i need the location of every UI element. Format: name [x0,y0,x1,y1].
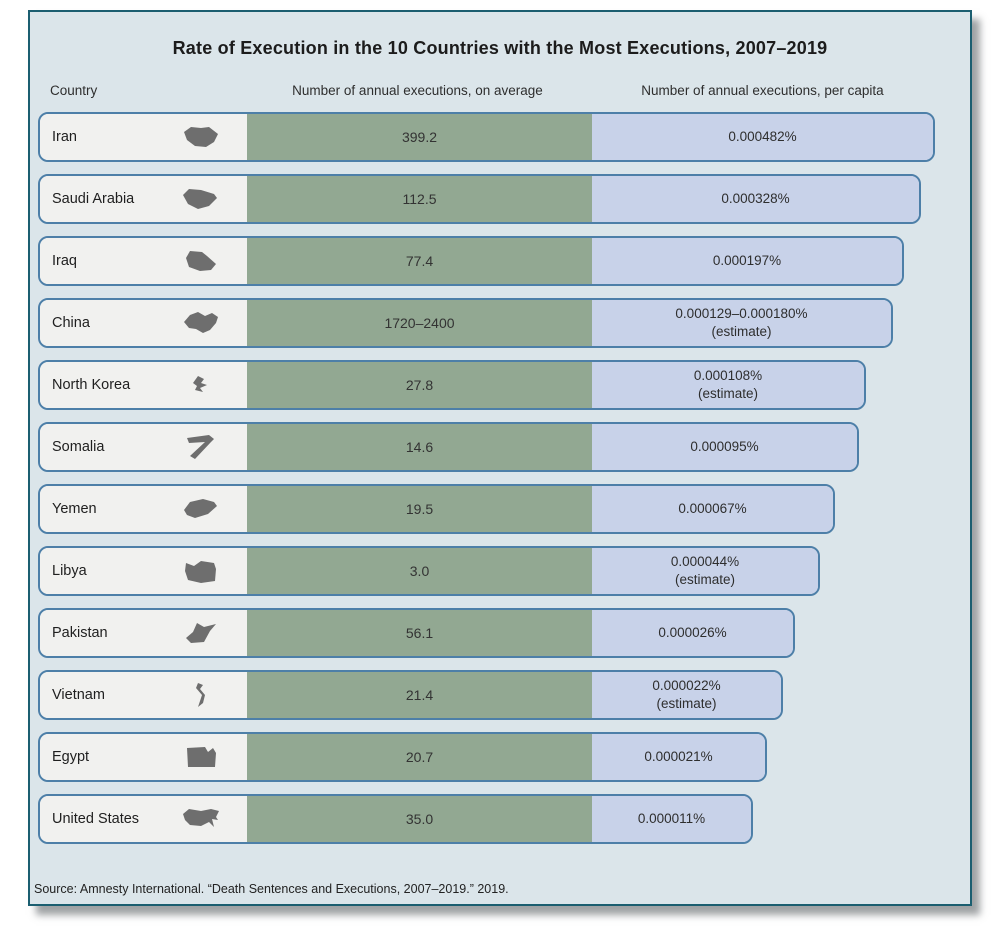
country-cell: Egypt [40,734,247,780]
table-row: United States 35.0 0.000011% [38,794,753,844]
average-executions-cell: 56.1 [247,610,592,656]
average-executions-cell: 20.7 [247,734,592,780]
per-capita-cell: 0.000067% [592,486,833,532]
country-cell: Vietnam [40,672,247,718]
country-name: Egypt [52,749,90,765]
iran-map-icon [181,123,221,151]
vietnam-map-icon [181,681,221,709]
per-capita-value: 0.000129–0.000180% [675,305,808,321]
per-capita-cell: 0.000026% [592,610,793,656]
country-name: Vietnam [52,687,105,703]
country-name: Somalia [52,439,105,455]
country-cell: Yemen [40,486,247,532]
figure-title: Rate of Execution in the 10 Countries wi… [172,38,828,58]
country-name: Iraq [52,253,77,269]
per-capita-value: 0.000026% [658,624,727,640]
country-name: North Korea [52,377,131,393]
per-capita-value: 0.000022% [652,677,721,693]
per-capita-value: 0.000011% [637,810,706,826]
per-capita-value: 0.000328% [721,190,790,206]
average-executions-cell: 3.0 [247,548,592,594]
table-row: Egypt 20.7 0.000021% [38,732,767,782]
table-row: Iran 399.2 0.000482% [38,112,935,162]
country-name: Libya [52,563,87,579]
per-capita-value: 0.000197% [712,252,782,268]
country-cell: Libya [40,548,247,594]
average-executions-cell: 27.8 [247,362,592,408]
country-cell: Iraq [40,238,247,284]
per-capita-cell: 0.000022% (estimate) [592,672,781,718]
libya-map-icon [181,557,221,585]
per-capita-value: 0.000044% [670,553,740,569]
figure-frame: Rate of Execution in the 10 Countries wi… [28,10,972,906]
country-name: Pakistan [52,625,108,641]
table-row: Iraq 77.4 0.000197% [38,236,904,286]
per-capita-value: 0.000482% [728,128,797,144]
average-executions-cell: 77.4 [247,238,592,284]
somalia-map-icon [181,433,221,461]
per-capita-cell: 0.000108% (estimate) [592,362,864,408]
estimate-note: (estimate) [697,386,758,401]
per-capita-value: 0.000021% [644,748,713,764]
country-cell: North Korea [40,362,247,408]
average-executions-cell: 19.5 [247,486,592,532]
average-executions-cell: 399.2 [247,114,592,160]
per-capita-cell: 0.000095% [592,424,857,470]
table-row: Yemen 19.5 0.000067% [38,484,835,534]
per-capita-cell: 0.000129–0.000180% (estimate) [592,300,891,346]
saudi-arabia-map-icon [181,185,221,213]
per-capita-value: 0.000108% [693,367,763,383]
country-cell: Iran [40,114,247,160]
per-capita-value: 0.000067% [678,500,747,516]
average-executions-cell: 14.6 [247,424,592,470]
column-header-country: Country [50,83,98,98]
country-cell: China [40,300,247,346]
country-cell: Saudi Arabia [40,176,247,222]
average-executions-cell: 21.4 [247,672,592,718]
country-name: Saudi Arabia [52,191,135,207]
average-executions-cell: 35.0 [247,796,592,842]
estimate-note: (estimate) [711,324,772,339]
estimate-note: (estimate) [674,572,735,587]
per-capita-cell: 0.000482% [592,114,933,160]
per-capita-cell: 0.000328% [592,176,919,222]
yemen-map-icon [181,495,221,523]
united-states-map-icon [181,805,221,833]
country-name: Iran [52,129,77,145]
country-name: China [52,315,90,331]
table-row: Vietnam 21.4 0.000022% (estimate) [38,670,783,720]
pakistan-map-icon [181,619,221,647]
country-cell: United States [40,796,247,842]
per-capita-value: 0.000095% [690,438,759,454]
column-header-average: Number of annual executions, on average [292,83,543,98]
country-name: United States [52,811,140,827]
average-executions-cell: 1720–2400 [247,300,592,346]
source-citation: Source: Amnesty International. “Death Se… [34,882,509,896]
iraq-map-icon [181,247,221,275]
per-capita-cell: 0.000021% [592,734,765,780]
table-row: Pakistan 56.1 0.000026% [38,608,795,658]
table-row: Somalia 14.6 0.000095% [38,422,859,472]
rows: Iran 399.2 0.000482% Saudi Arabia 112.5 0.000… [38,112,970,844]
average-executions-cell: 112.5 [247,176,592,222]
column-headers: Country Number of annual executions, on … [38,83,970,98]
table-row: North Korea 27.8 0.000108% (estimate) [38,360,866,410]
north-korea-map-icon [181,371,221,399]
country-name: Yemen [52,501,97,517]
per-capita-cell: 0.000197% [592,238,902,284]
per-capita-cell: 0.000011% [592,796,751,842]
egypt-map-icon [181,743,221,771]
estimate-note: (estimate) [656,696,717,711]
country-cell: Pakistan [40,610,247,656]
country-cell: Somalia [40,424,247,470]
table-row: Libya 3.0 0.000044% (estimate) [38,546,820,596]
table-row: Saudi Arabia 112.5 0.000328% [38,174,921,224]
column-header-per-capita: Number of annual executions, per capita [641,83,884,98]
china-map-icon [181,309,221,337]
per-capita-cell: 0.000044% (estimate) [592,548,818,594]
table-row: China 1720–2400 0.000129–0.000180% (estimat… [38,298,893,348]
